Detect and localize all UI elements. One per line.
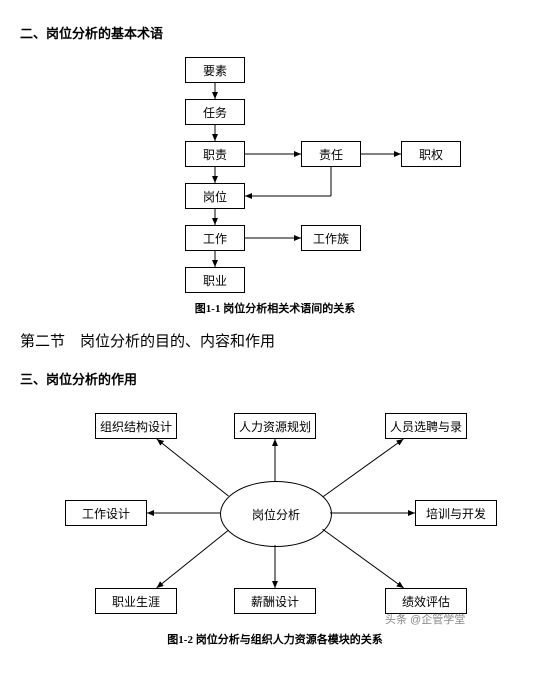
figure-1-2-caption: 图1-2 岗位分析与组织人力资源各模块的关系	[20, 631, 530, 647]
heading-basic-terms: 二、岗位分析的基本术语	[20, 23, 530, 42]
section-2-title: 第二节 岗位分析的目的、内容和作用	[20, 330, 530, 351]
watermark: 头条 @企管学堂	[385, 611, 465, 627]
figure-1-2: 岗位分析组织结构设计人力资源规划人员选聘与录工作设计培训与开发职业生涯薪酬设计绩…	[35, 403, 515, 623]
figure-1-1-caption: 图1-1 岗位分析相关术语间的关系	[20, 300, 530, 316]
heading-functions: 三、岗位分析的作用	[20, 369, 530, 388]
figure-1-1: 要素任务职责岗位工作职业责任职权工作族	[85, 57, 465, 292]
